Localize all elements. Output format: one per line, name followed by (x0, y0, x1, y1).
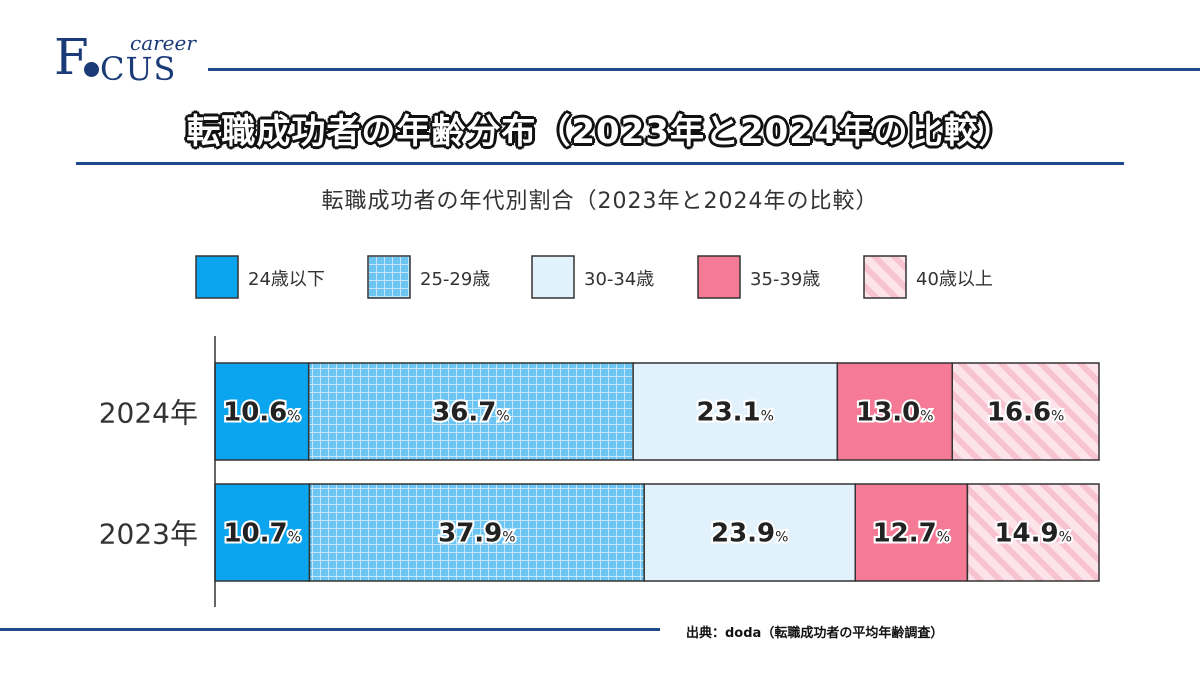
data-label-under24: 10.6% (223, 398, 300, 428)
category-label: 2023年 (99, 518, 198, 551)
data-label-age30-34: 23.9% (711, 519, 788, 549)
bar-segment-under24 (214, 483, 311, 582)
category-label: 2024年 (99, 397, 198, 430)
bar-row-2023: 2023年 10.7% 37.9% 23.9% 12.7% 14.9% (99, 483, 1100, 582)
footer-rule (0, 628, 660, 631)
source-note: 出典：doda（転職成功者の平均年齢調査） (686, 626, 944, 641)
legend-item-under24: 24歳以下 (195, 255, 325, 299)
bar-segment-over40 (966, 483, 1100, 582)
title-rule (76, 162, 1124, 165)
legend-swatch-age30-34 (531, 255, 575, 299)
logo-cus: CUS (100, 50, 177, 88)
logo-career: career (130, 31, 196, 55)
bar-segment-over40 (951, 362, 1100, 461)
data-label-age35-39: 12.7% (873, 519, 950, 549)
bar-segment-age30-34 (632, 362, 839, 461)
legend-label-age35-39: 35-39歳 (750, 269, 820, 290)
data-label-age30-34: 23.1% (696, 398, 773, 428)
legend-label-age25-29: 25-29歳 (420, 269, 490, 290)
logo-f: F (54, 28, 89, 86)
data-label-under24: 10.7% (224, 519, 301, 549)
data-label-age25-29: 36.7% (432, 398, 509, 428)
legend-swatch-age25-29 (367, 255, 411, 299)
focus-career-logo: F CUS career (54, 28, 196, 90)
data-label-age25-29: 37.9% (438, 519, 515, 549)
legend-label-age30-34: 30-34歳 (584, 269, 654, 290)
legend-item-age35-39: 35-39歳 (697, 255, 820, 299)
legend-item-age30-34: 30-34歳 (531, 255, 654, 299)
bar-segment-age25-29 (308, 483, 645, 582)
legend-label-under24: 24歳以下 (248, 269, 325, 290)
logo-dot (84, 62, 99, 77)
data-label-age35-39: 13.0% (856, 398, 933, 428)
legend-item-over40: 40歳以上 (863, 255, 993, 299)
data-label-over40: 14.9% (994, 519, 1071, 549)
bar-segment-under24 (214, 362, 310, 461)
legend-swatch-over40 (863, 255, 907, 299)
bar-row-2024: 2024年 10.6% 36.7% 23.1% 13.0% 16.6% (99, 362, 1100, 461)
data-label-over40: 16.6% (987, 398, 1064, 428)
chart-title: 転職成功者の年代別割合（2023年と2024年の比較） (321, 189, 879, 214)
legend-label-over40: 40歳以上 (916, 269, 993, 290)
legend-swatch-under24 (195, 255, 239, 299)
header-rule (208, 68, 1200, 71)
bar-segment-age30-34 (643, 483, 857, 582)
page-title: 転職成功者の年齢分布（2023年と2024年の比較） (186, 112, 1014, 152)
legend-item-age25-29: 25-29歳 (367, 255, 490, 299)
legend-swatch-age35-39 (697, 255, 741, 299)
bar-segment-age35-39 (836, 362, 954, 461)
